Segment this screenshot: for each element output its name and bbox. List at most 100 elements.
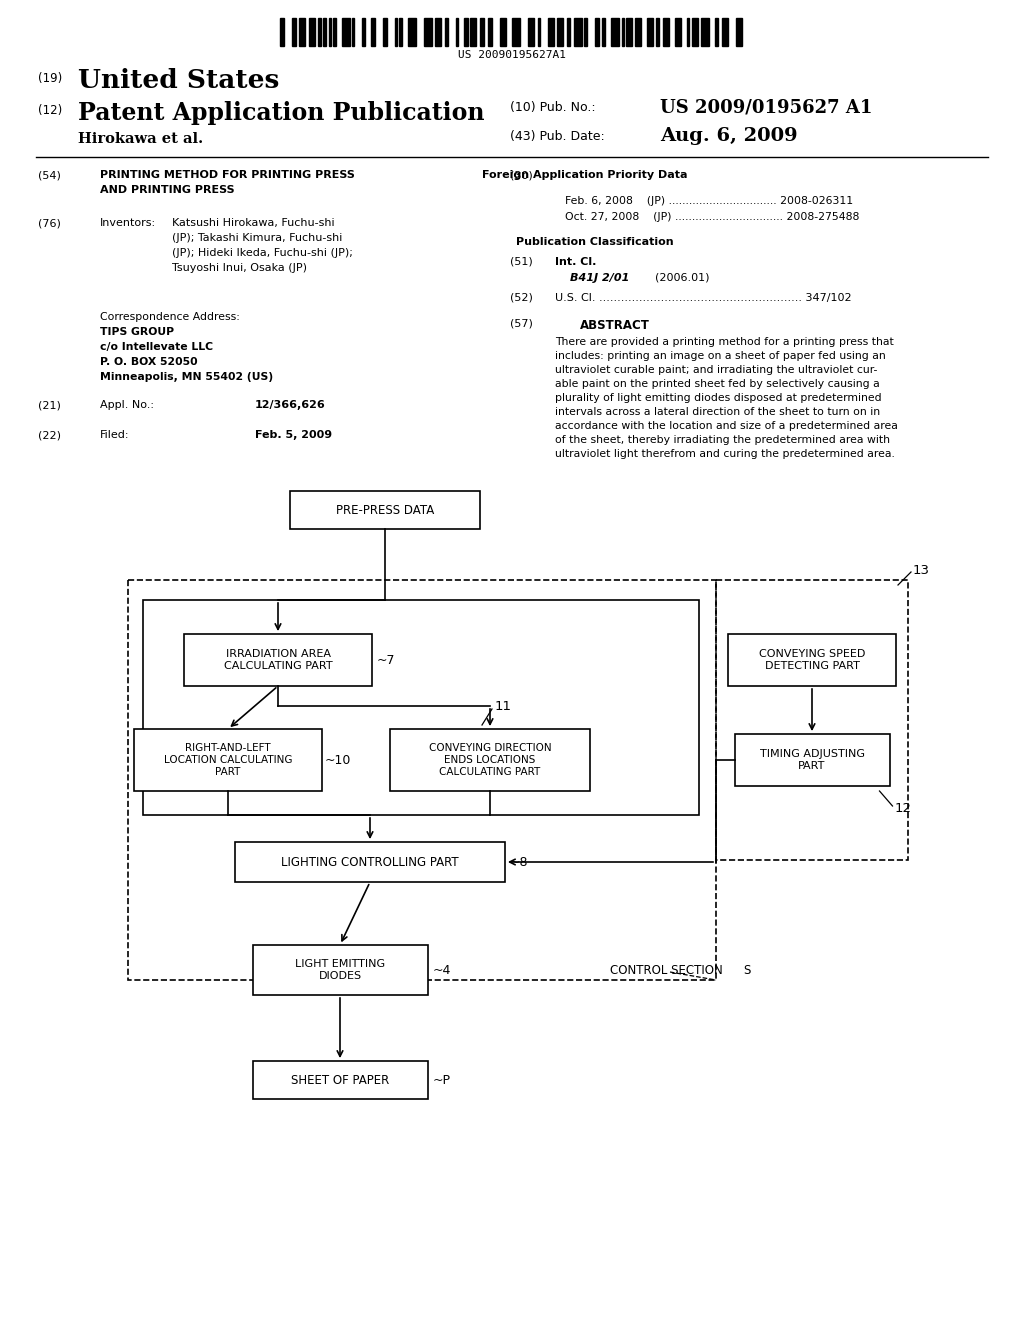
Text: S: S	[743, 964, 751, 977]
Bar	[318, 18, 321, 46]
Text: (2006.01): (2006.01)	[655, 273, 710, 282]
Bar	[464, 18, 468, 46]
Text: Patent Application Publication: Patent Application Publication	[78, 102, 484, 125]
Bar	[399, 18, 402, 46]
Text: IRRADIATION AREA
CALCULATING PART: IRRADIATION AREA CALCULATING PART	[223, 649, 333, 671]
Text: RIGHT-AND-LEFT
LOCATION CALCULATING
PART: RIGHT-AND-LEFT LOCATION CALCULATING PART	[164, 743, 292, 776]
Text: Katsushi Hirokawa, Fuchu-shi: Katsushi Hirokawa, Fuchu-shi	[172, 218, 335, 228]
Text: CONTROL SECTION: CONTROL SECTION	[610, 964, 723, 977]
Text: There are provided a printing method for a printing press that: There are provided a printing method for…	[555, 337, 894, 347]
Bar	[184, 634, 372, 686]
Text: ~7: ~7	[377, 653, 395, 667]
Text: ~4: ~4	[432, 964, 451, 977]
Bar	[134, 729, 322, 791]
Text: (57): (57)	[510, 319, 532, 329]
Bar	[371, 18, 375, 46]
Text: Feb. 6, 2008    (JP) ................................ 2008-026311: Feb. 6, 2008 (JP) ......................…	[565, 195, 853, 206]
Text: Feb. 5, 2009: Feb. 5, 2009	[255, 430, 332, 440]
Text: plurality of light emitting diodes disposed at predetermined: plurality of light emitting diodes dispo…	[555, 393, 882, 403]
Text: TIMING ADJUSTING
PART: TIMING ADJUSTING PART	[760, 750, 864, 771]
Bar	[253, 1061, 427, 1100]
Text: Filed:: Filed:	[100, 430, 129, 440]
Text: Publication Classification: Publication Classification	[516, 238, 674, 247]
Bar	[548, 18, 554, 46]
Text: (12): (12)	[38, 104, 62, 117]
Text: c/o Intellevate LLC: c/o Intellevate LLC	[100, 342, 213, 352]
Text: PRE-PRESS DATA: PRE-PRESS DATA	[336, 503, 434, 516]
Text: Appl. No.:: Appl. No.:	[100, 400, 154, 411]
Text: 12/366,626: 12/366,626	[255, 400, 326, 411]
Bar	[687, 18, 689, 46]
Text: (JP); Hideki Ikeda, Fuchu-shi (JP);: (JP); Hideki Ikeda, Fuchu-shi (JP);	[172, 248, 353, 257]
Text: (52): (52)	[510, 293, 532, 304]
Bar	[728, 634, 896, 686]
Text: PRINTING METHOD FOR PRINTING PRESS: PRINTING METHOD FOR PRINTING PRESS	[100, 170, 355, 180]
Text: SHEET OF PAPER: SHEET OF PAPER	[291, 1073, 389, 1086]
Bar	[143, 601, 699, 814]
Bar	[362, 18, 365, 46]
Text: includes: printing an image on a sheet of paper fed using an: includes: printing an image on a sheet o…	[555, 351, 886, 360]
Bar	[626, 18, 632, 46]
Text: CONVEYING SPEED
DETECTING PART: CONVEYING SPEED DETECTING PART	[759, 649, 865, 671]
Bar	[538, 18, 540, 46]
Bar	[602, 18, 605, 46]
Text: P. O. BOX 52050: P. O. BOX 52050	[100, 356, 198, 367]
Bar	[128, 579, 716, 979]
Bar	[736, 18, 742, 46]
Bar	[692, 18, 698, 46]
Bar	[663, 18, 669, 46]
Bar	[611, 18, 618, 46]
Bar	[722, 18, 728, 46]
Text: 12: 12	[895, 801, 911, 814]
Bar	[424, 18, 432, 46]
Text: (10) Pub. No.:: (10) Pub. No.:	[510, 102, 596, 114]
Bar	[567, 18, 570, 46]
Text: Int. Cl.: Int. Cl.	[555, 257, 596, 267]
Text: (43) Pub. Date:: (43) Pub. Date:	[510, 129, 605, 143]
Text: (19): (19)	[38, 73, 62, 84]
Text: ultraviolet curable paint; and irradiating the ultraviolet cur-: ultraviolet curable paint; and irradiati…	[555, 366, 878, 375]
Text: intervals across a lateral direction of the sheet to turn on in: intervals across a lateral direction of …	[555, 407, 880, 417]
Text: (30): (30)	[510, 170, 532, 180]
Bar	[456, 18, 458, 46]
Bar	[342, 18, 350, 46]
Text: Oct. 27, 2008    (JP) ................................ 2008-275488: Oct. 27, 2008 (JP) .....................…	[565, 213, 859, 222]
Bar	[383, 18, 387, 46]
Bar	[408, 18, 416, 46]
Bar	[675, 18, 681, 46]
Bar	[716, 579, 908, 861]
Text: ~10: ~10	[325, 754, 351, 767]
Text: ultraviolet light therefrom and curing the predetermined area.: ultraviolet light therefrom and curing t…	[555, 449, 895, 459]
Bar	[435, 18, 441, 46]
Bar	[234, 842, 505, 882]
Text: ~P: ~P	[432, 1073, 451, 1086]
Text: (22): (22)	[38, 430, 61, 440]
Bar	[734, 734, 890, 785]
Text: 11: 11	[495, 701, 512, 714]
Bar	[512, 18, 520, 46]
Bar	[333, 18, 336, 46]
Bar	[290, 491, 480, 529]
Bar	[390, 729, 590, 791]
Bar	[329, 18, 331, 46]
Text: United States: United States	[78, 69, 280, 92]
Text: Inventors:: Inventors:	[100, 218, 156, 228]
Text: Aug. 6, 2009: Aug. 6, 2009	[660, 127, 798, 145]
Bar	[323, 18, 326, 46]
Text: Minneapolis, MN 55402 (US): Minneapolis, MN 55402 (US)	[100, 372, 273, 381]
Bar	[253, 945, 427, 995]
Bar	[500, 18, 506, 46]
Text: ABSTRACT: ABSTRACT	[580, 319, 650, 333]
Bar	[299, 18, 305, 46]
Bar	[292, 18, 296, 46]
Bar	[470, 18, 476, 46]
Bar	[635, 18, 641, 46]
Bar	[647, 18, 653, 46]
Text: (54): (54)	[38, 170, 60, 180]
Text: Correspondence Address:: Correspondence Address:	[100, 312, 240, 322]
Bar	[480, 18, 484, 46]
Bar	[488, 18, 492, 46]
Text: AND PRINTING PRESS: AND PRINTING PRESS	[100, 185, 234, 195]
Text: TIPS GROUP: TIPS GROUP	[100, 327, 174, 337]
Bar	[701, 18, 709, 46]
